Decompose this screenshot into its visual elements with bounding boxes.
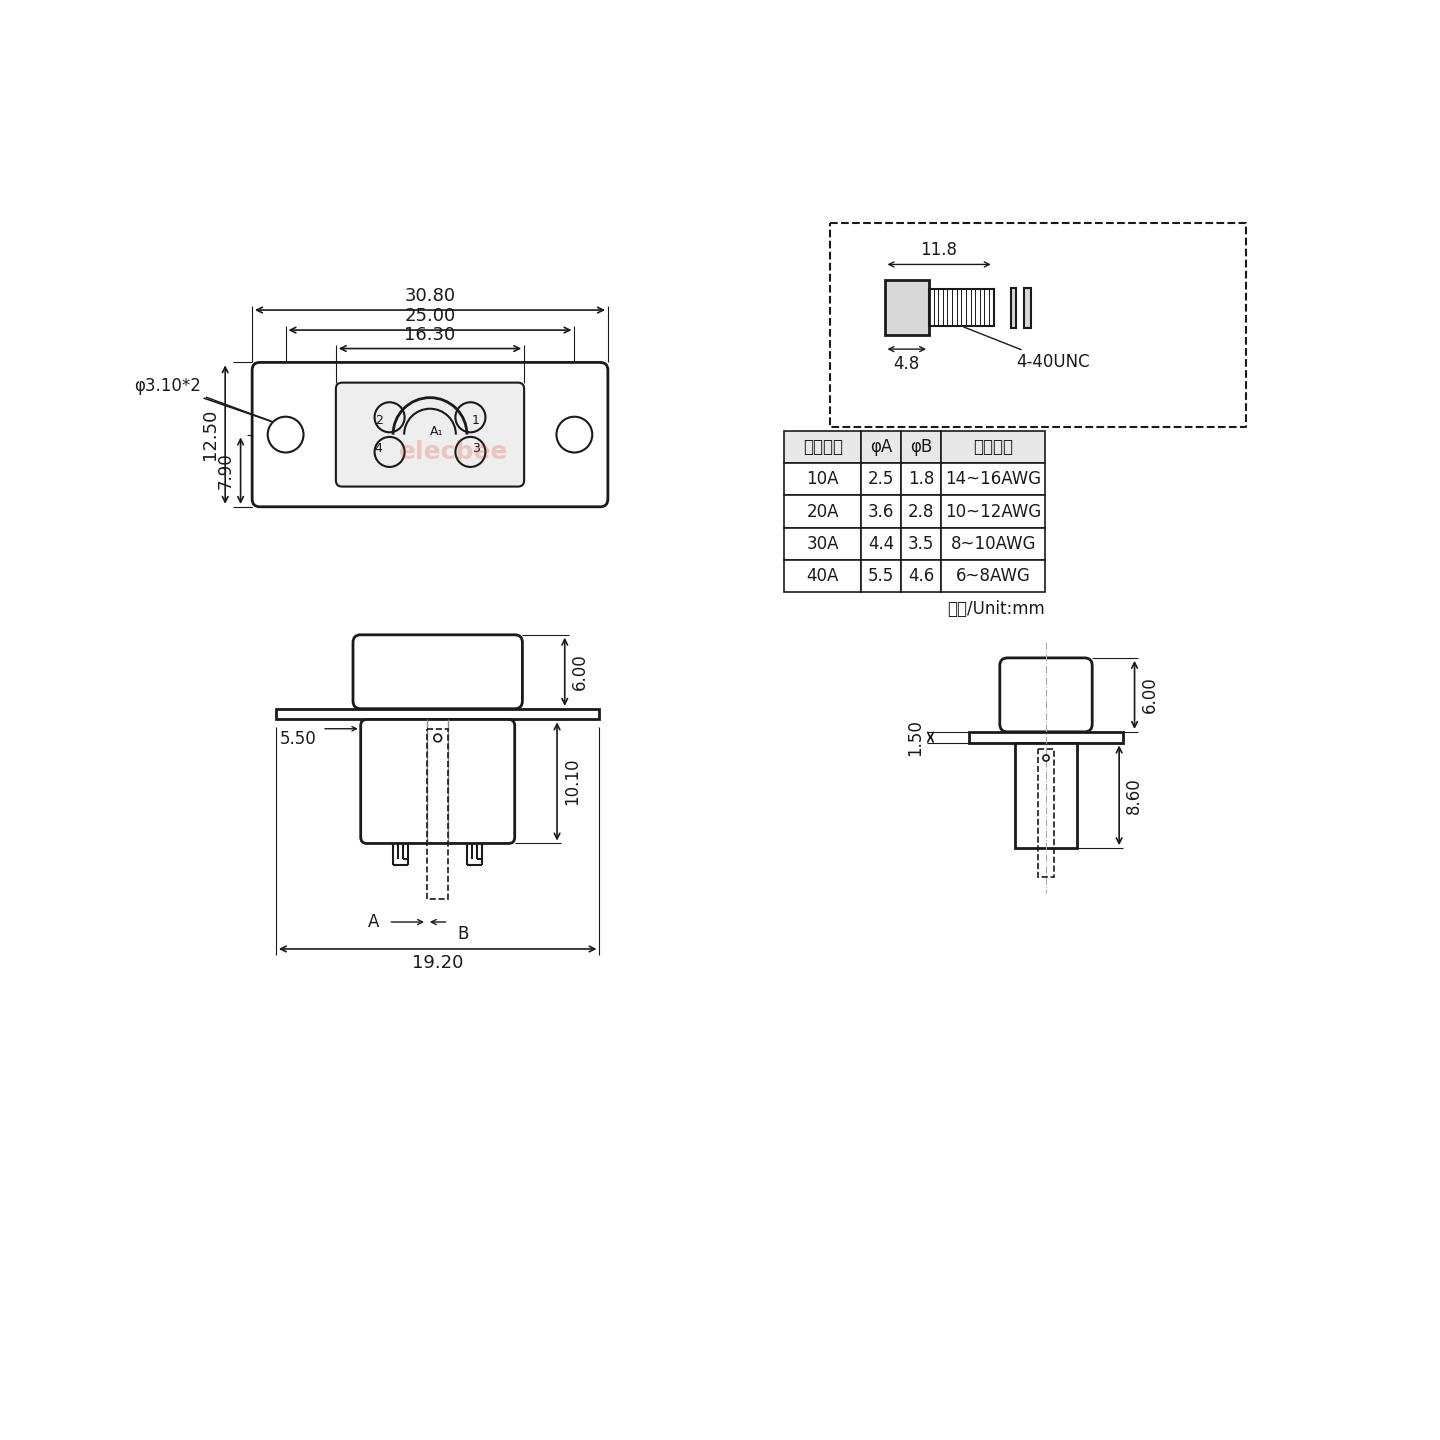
- FancyBboxPatch shape: [942, 528, 1045, 560]
- Text: 3.5: 3.5: [909, 534, 935, 553]
- FancyBboxPatch shape: [785, 464, 861, 495]
- FancyBboxPatch shape: [861, 431, 901, 464]
- Text: 14~16AWG: 14~16AWG: [945, 471, 1041, 488]
- Text: 5.50: 5.50: [279, 730, 317, 747]
- Text: 11.8: 11.8: [920, 240, 958, 259]
- FancyBboxPatch shape: [252, 363, 608, 507]
- FancyBboxPatch shape: [861, 528, 901, 560]
- FancyBboxPatch shape: [336, 383, 524, 487]
- Text: 12.50: 12.50: [202, 409, 219, 461]
- Text: 额定电流: 额定电流: [802, 438, 842, 456]
- Text: 7.90: 7.90: [216, 452, 235, 490]
- FancyBboxPatch shape: [785, 431, 861, 464]
- FancyBboxPatch shape: [942, 495, 1045, 528]
- Text: A₁: A₁: [429, 425, 444, 438]
- Text: 6~8AWG: 6~8AWG: [956, 567, 1031, 585]
- FancyBboxPatch shape: [942, 464, 1045, 495]
- FancyBboxPatch shape: [999, 658, 1092, 732]
- Text: 10A: 10A: [806, 471, 840, 488]
- FancyBboxPatch shape: [861, 464, 901, 495]
- Text: 线材规格: 线材规格: [973, 438, 1014, 456]
- FancyBboxPatch shape: [785, 560, 861, 592]
- Text: 16.30: 16.30: [405, 325, 455, 344]
- Text: 6.00: 6.00: [1140, 677, 1159, 713]
- Text: 20A: 20A: [806, 503, 840, 521]
- FancyBboxPatch shape: [1011, 288, 1017, 327]
- FancyBboxPatch shape: [884, 279, 929, 336]
- FancyBboxPatch shape: [942, 431, 1045, 464]
- Text: 4: 4: [374, 442, 383, 455]
- FancyBboxPatch shape: [785, 528, 861, 560]
- Text: 30.80: 30.80: [405, 288, 455, 305]
- FancyBboxPatch shape: [942, 560, 1045, 592]
- Text: A: A: [367, 913, 379, 932]
- Text: 1: 1: [472, 413, 480, 426]
- Text: 30A: 30A: [806, 534, 840, 553]
- Text: 8~10AWG: 8~10AWG: [950, 534, 1035, 553]
- Text: 19.20: 19.20: [412, 953, 464, 972]
- FancyBboxPatch shape: [901, 560, 942, 592]
- Text: 4.4: 4.4: [868, 534, 894, 553]
- Text: 4-40UNC: 4-40UNC: [963, 327, 1090, 372]
- Text: 10~12AWG: 10~12AWG: [945, 503, 1041, 521]
- Text: 10.10: 10.10: [563, 757, 582, 805]
- Text: 5.5: 5.5: [868, 567, 894, 585]
- Text: 2.8: 2.8: [909, 503, 935, 521]
- Text: elecbee: elecbee: [399, 441, 508, 464]
- Text: φA: φA: [870, 438, 893, 456]
- FancyBboxPatch shape: [901, 431, 942, 464]
- Text: 4.8: 4.8: [894, 356, 920, 373]
- FancyBboxPatch shape: [969, 732, 1123, 743]
- FancyBboxPatch shape: [861, 560, 901, 592]
- FancyBboxPatch shape: [1015, 743, 1077, 848]
- Text: 8.60: 8.60: [1125, 778, 1143, 814]
- Text: 单位/Unit:mm: 单位/Unit:mm: [948, 600, 1045, 618]
- Text: 1.50: 1.50: [906, 719, 924, 756]
- FancyBboxPatch shape: [901, 464, 942, 495]
- FancyBboxPatch shape: [901, 495, 942, 528]
- Text: φ3.10*2: φ3.10*2: [134, 376, 271, 420]
- Text: 2.5: 2.5: [868, 471, 894, 488]
- Text: 6.00: 6.00: [570, 654, 589, 690]
- FancyBboxPatch shape: [276, 708, 599, 720]
- Text: 4.6: 4.6: [909, 567, 935, 585]
- FancyBboxPatch shape: [901, 528, 942, 560]
- Text: 3: 3: [472, 442, 480, 455]
- FancyBboxPatch shape: [861, 495, 901, 528]
- Text: 3.6: 3.6: [868, 503, 894, 521]
- Text: φB: φB: [910, 438, 932, 456]
- Text: 40A: 40A: [806, 567, 840, 585]
- Text: B: B: [458, 924, 469, 943]
- Text: 1.8: 1.8: [909, 471, 935, 488]
- Text: 2: 2: [374, 413, 383, 426]
- FancyBboxPatch shape: [360, 720, 514, 844]
- FancyBboxPatch shape: [785, 495, 861, 528]
- FancyBboxPatch shape: [353, 635, 523, 708]
- FancyBboxPatch shape: [1024, 288, 1031, 327]
- Text: 25.00: 25.00: [405, 308, 455, 325]
